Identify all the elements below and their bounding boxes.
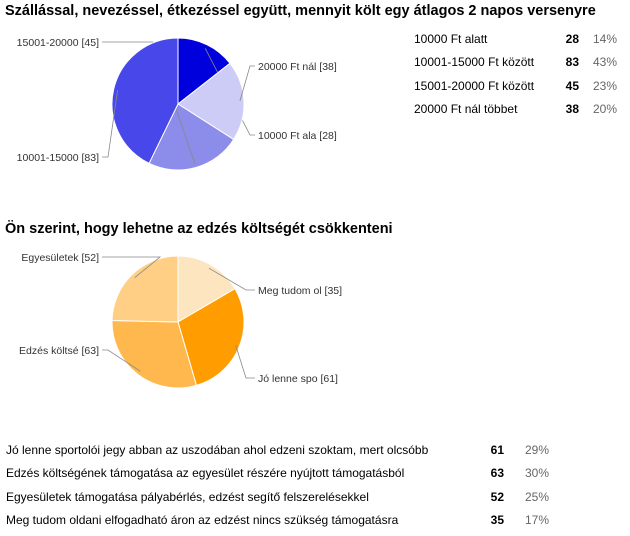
slice-label: 10001-15000 [83] [17,152,99,164]
summary-table-spending: 10000 Ft alatt 28 14% 10001-15000 Ft köz… [414,27,617,121]
leader-line [102,349,141,372]
row-label: 10000 Ft alatt [414,31,488,46]
pie-slice [177,288,245,387]
row-percent: 29% [524,442,549,457]
table-row: 20000 Ft nál többet 38 20% [414,98,617,122]
summary-table-cost-reduction: Jó lenne sportolói jegy abban az uszodáb… [6,438,549,532]
table-row: Meg tudom oldani elfogadható áron az edz… [6,509,549,533]
chart-title-spending: Szállással, nevezéssel, étkezéssel együt… [5,3,596,19]
chart-title-cost-reduction: Ön szerint, hogy lehetne az edzés költsé… [5,221,393,237]
row-count: 52 [490,489,504,504]
pie-slice [177,62,245,141]
row-label: Edzés költségének támogatása az egyesüle… [6,466,405,481]
slice-label: 10000 Ft ala [28] [258,130,337,142]
slice-label: Meg tudom ol [35] [258,285,342,297]
row-label: Jó lenne sportolói jegy abban az uszodáb… [6,442,429,457]
row-count: 35 [490,513,504,528]
row-label: 20000 Ft nál többet [414,102,518,117]
row-count: 45 [565,78,579,93]
table-row: 15001-20000 Ft között 45 23% [414,74,617,98]
row-count: 63 [490,466,504,481]
leader-line [239,65,255,102]
table-row: 10000 Ft alatt 28 14% [414,27,617,51]
row-count: 61 [490,442,504,457]
row-label: Meg tudom oldani elfogadható áron az edz… [6,513,399,528]
row-count: 28 [565,31,579,46]
row-percent: 20% [592,102,617,117]
pie-slice [111,37,179,164]
row-percent: 17% [524,513,549,528]
pie-slice [177,255,236,323]
table-row: 10001-15000 Ft között 83 43% [414,51,617,75]
slice-label: Jó lenne spo [61] [258,373,338,385]
row-percent: 14% [592,31,617,46]
leader-line [208,267,255,291]
leader-line [102,256,162,279]
table-row: Egyesületek támogatása pályabérlés, edzé… [6,485,549,509]
row-label: 15001-20000 Ft között [414,78,535,93]
pie-slice [111,320,198,389]
slice-label: 15001-20000 [45] [17,37,99,49]
table-row: Edzés költségének támogatása az egyesüle… [6,462,549,486]
row-label: 10001-15000 Ft között [414,55,535,70]
pie-slice [111,255,179,323]
leader-line [102,41,196,164]
row-count: 38 [565,102,579,117]
slice-label: Egyesületek [52] [21,252,99,264]
row-percent: 30% [524,466,549,481]
row-count: 83 [565,55,579,70]
leader-line [102,90,118,158]
slice-label: 20000 Ft nál [38] [258,61,337,73]
row-label: Egyesületek támogatása pályabérlés, edzé… [6,489,369,504]
row-percent: 23% [592,78,617,93]
slice-label: Edzés költsé [63] [19,345,99,357]
row-percent: 25% [524,489,549,504]
table-row: Jó lenne sportolói jegy abban az uszodáb… [6,438,549,462]
leader-line [235,344,255,379]
row-percent: 43% [592,55,617,70]
pie-slice [177,37,231,106]
